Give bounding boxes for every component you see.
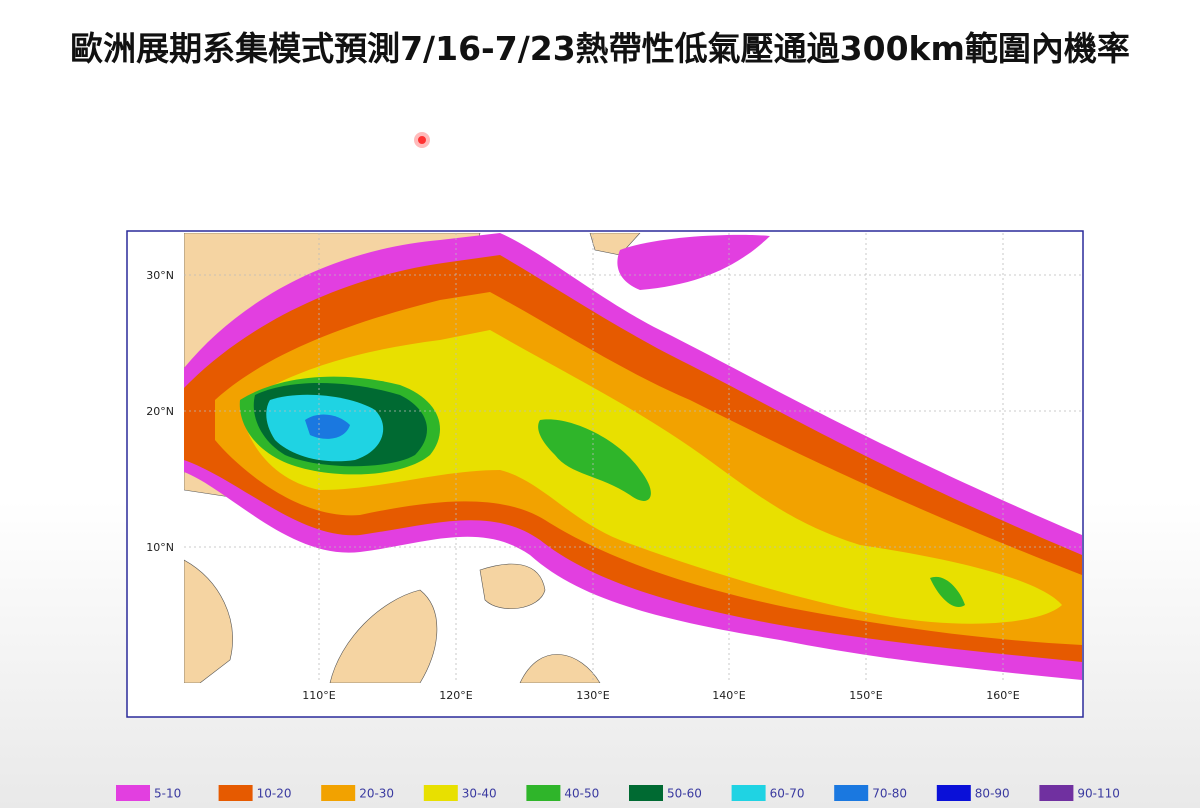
tick-labels: 30°N 20°N 10°N 110°E 120°E 130°E 140°E 150°E 160… <box>146 269 1020 702</box>
legend-label: 50-60 <box>667 787 702 801</box>
lon-label: 160°E <box>986 689 1019 702</box>
legend-label: 70-80 <box>872 787 907 801</box>
legend-swatch <box>936 785 971 801</box>
legend-label: 40-50 <box>564 787 599 801</box>
legend-label: 80-90 <box>975 787 1010 801</box>
lat-label: 20°N <box>146 405 174 418</box>
legend-swatch <box>526 785 561 801</box>
legend-label: 10-20 <box>257 787 292 801</box>
lon-label: 110°E <box>302 689 335 702</box>
title: 歐洲展期系集模式預測7/16-7/23熱帶性低氣壓通過300km範圍內機率 <box>70 29 1130 68</box>
lon-label: 140°E <box>712 689 745 702</box>
legend-label: 90-110 <box>1077 787 1120 801</box>
legend-swatch <box>731 785 766 801</box>
lat-label: 10°N <box>146 541 174 554</box>
map-area <box>184 233 1082 683</box>
legend-swatch <box>116 785 150 801</box>
legend-swatch <box>321 785 356 801</box>
legend-label: 60-70 <box>770 787 805 801</box>
legend: 5-10 10-20 20-30 30-40 40-50 50-60 60-70 70-80 8… <box>116 785 1120 801</box>
legend-swatch <box>218 785 253 801</box>
pointer-dot <box>414 132 430 148</box>
graticule <box>184 233 1082 683</box>
legend-swatch <box>423 785 458 801</box>
lon-label: 150°E <box>849 689 882 702</box>
probability-shading <box>184 233 1082 680</box>
legend-label: 5-10 <box>154 787 181 801</box>
lat-label: 30°N <box>146 269 174 282</box>
legend-label: 20-30 <box>359 787 394 801</box>
legend-swatch <box>1039 785 1074 801</box>
legend-swatch <box>629 785 663 801</box>
legend-label: 30-40 <box>462 787 497 801</box>
lon-label: 130°E <box>576 689 609 702</box>
legend-swatch <box>834 785 869 801</box>
lon-label: 120°E <box>439 689 472 702</box>
